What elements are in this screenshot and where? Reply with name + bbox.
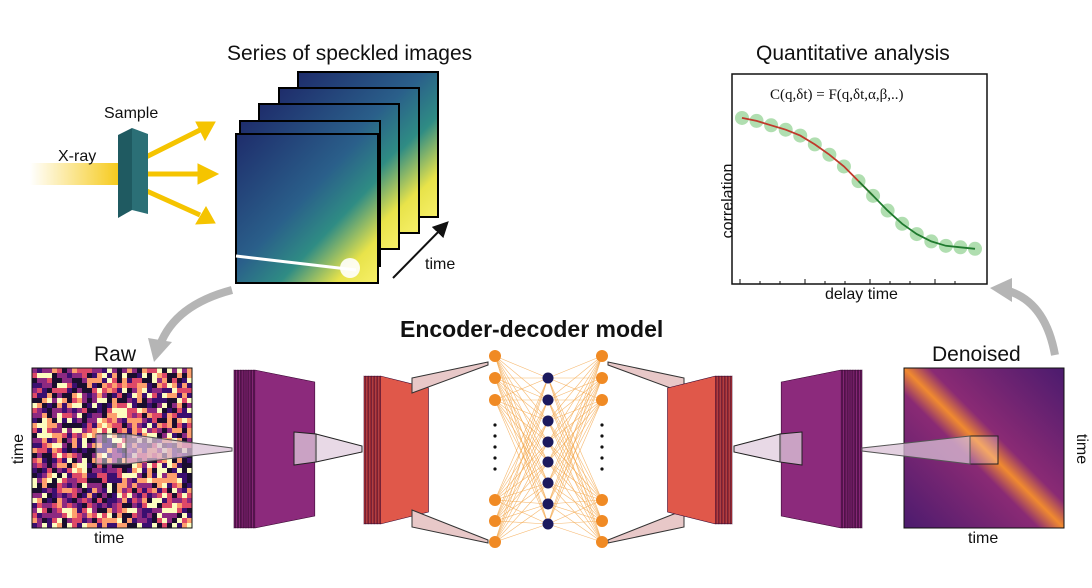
formula-label: C(q,δt) = F(q,δt,α,β,..) — [770, 87, 904, 103]
curved-arrow-left — [148, 286, 234, 362]
series-title: Series of speckled images — [227, 42, 473, 65]
curved-arrow-right — [990, 278, 1059, 356]
decoder-stack-purple-right — [780, 369, 863, 529]
time-arrow — [392, 221, 449, 279]
scatter-arrows — [138, 121, 220, 225]
correlation-axis-label: correlation — [718, 163, 736, 239]
delay-time-axis-label: delay time — [825, 286, 898, 303]
raw-y-time-label: time — [9, 433, 27, 465]
quant-title: Quantitative analysis — [756, 42, 950, 65]
denoised-label: Denoised — [932, 343, 1021, 366]
denoised-y-time-label: time — [1072, 433, 1090, 465]
funnel-raw — [125, 433, 233, 465]
sample-label: Sample — [104, 105, 159, 122]
dense-network — [489, 350, 608, 548]
encoder-stack-purple-left — [233, 369, 316, 529]
encoder-stack-red-left — [363, 375, 429, 525]
funnel-purple-left — [293, 431, 363, 466]
denoised-x-time-label: time — [968, 530, 999, 547]
model-title: Encoder-decoder model — [400, 316, 664, 342]
xray-beam — [30, 163, 130, 185]
funnel-dense-left — [411, 361, 489, 544]
decoder-stack-red-right — [667, 375, 733, 525]
raw-label: Raw — [94, 343, 137, 366]
speckle-image-stack — [235, 71, 439, 284]
funnel-purple-right — [733, 431, 803, 466]
xray-label: X-ray — [58, 148, 97, 165]
sample-block — [118, 128, 148, 218]
stack-time-label: time — [425, 256, 456, 273]
raw-x-time-label: time — [94, 530, 125, 547]
funnel-denoised — [861, 435, 971, 465]
correlation-plot — [731, 73, 988, 285]
